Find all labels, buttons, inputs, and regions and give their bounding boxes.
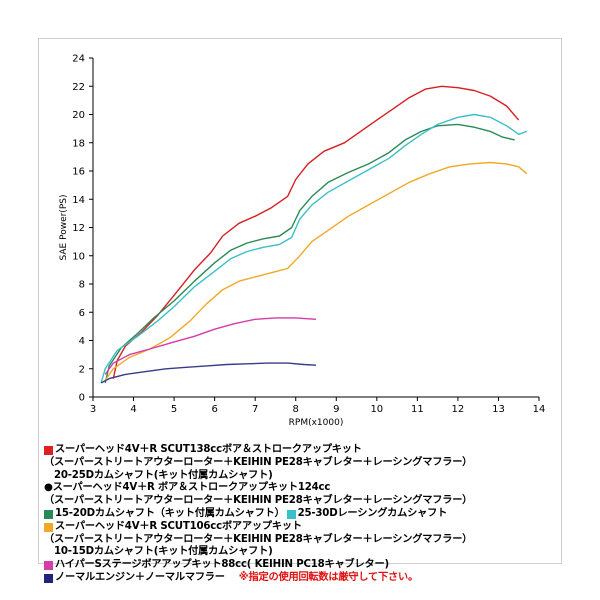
series-lines bbox=[100, 85, 528, 384]
legend-orange: スーパーヘッド4V＋R SCUT106ccボアアップキット bbox=[44, 521, 558, 534]
x-tick-label: 9 bbox=[333, 404, 339, 415]
legend-black-sub1-text: （スーパーストリートアウターローター＋KEIHIN PE28キャブレター＋レーシ… bbox=[44, 495, 473, 507]
legend-cyan-swatch bbox=[286, 509, 296, 519]
legend-cyan-label: 25-30Dレーシングカムシャフト bbox=[297, 507, 448, 519]
x-tick-label: 13 bbox=[492, 404, 505, 415]
legend-orange-swatch bbox=[44, 522, 53, 532]
series-line-4 bbox=[104, 317, 317, 375]
x-tick-label: 4 bbox=[130, 404, 136, 415]
legend-red-sub1: （スーパーストリートアウターローター＋KEIHIN PE28キャブレター＋レーシ… bbox=[44, 457, 558, 470]
y-tick-label: 10 bbox=[72, 251, 85, 262]
legend-navy-swatch bbox=[44, 573, 53, 583]
x-tick-label: 8 bbox=[293, 404, 299, 415]
x-axis-label: RPM(x1000) bbox=[289, 418, 344, 428]
y-tick-label: 22 bbox=[72, 82, 85, 93]
legend-red-sub2: 20-25Dカムシャフト(キット付属カムシャフト) bbox=[44, 470, 558, 483]
legend-orange-title: スーパーヘッド4V＋R SCUT106ccボアアップキット bbox=[55, 520, 302, 532]
x-tick-label: 10 bbox=[370, 404, 383, 415]
x-tick-label: 14 bbox=[533, 404, 546, 415]
legend-magenta-label: ハイパーSステージボアアップキット88cc( KEIHIN PC18キャブレター… bbox=[55, 559, 389, 571]
y-axis-label: SAE Power(PS) bbox=[59, 195, 69, 261]
legend-magenta-swatch bbox=[44, 561, 53, 571]
y-tick-label: 14 bbox=[72, 195, 85, 206]
legend-navy-label: ノーマルエンジン＋ノーマルマフラー bbox=[55, 571, 225, 583]
series-line-1 bbox=[104, 123, 515, 384]
y-tick-label: 0 bbox=[79, 393, 85, 404]
y-tick-label: 24 bbox=[72, 54, 85, 65]
y-tick-label: 4 bbox=[79, 336, 85, 347]
legend-black-title: ●スーパーヘッド4V＋R ボア＆ストロークアップキット124cc bbox=[44, 482, 331, 494]
series-line-3 bbox=[104, 161, 528, 381]
legend-black-sub1: （スーパーストリートアウターローター＋KEIHIN PE28キャブレター＋レーシ… bbox=[44, 495, 558, 508]
series-line-2 bbox=[100, 113, 528, 384]
legend-red-swatch bbox=[44, 445, 53, 455]
x-tick-label: 6 bbox=[211, 404, 217, 415]
legend-orange-sub2-text: 10-15Dカムシャフト(キット付属カムシャフト) bbox=[54, 546, 273, 558]
x-tick-label: 7 bbox=[252, 404, 258, 415]
legend-orange-sub1-text: （スーパーストリートアウターローター＋KEIHIN PE28キャブレター＋レーシ… bbox=[44, 533, 473, 545]
y-tick-label: 16 bbox=[72, 167, 85, 178]
legend-green-cyan: 15-20Dカムシャフト（キット付属カムシャフト） 25-30Dレーシングカムシ… bbox=[44, 508, 558, 521]
y-tick-label: 6 bbox=[79, 308, 85, 319]
series-line-5 bbox=[100, 362, 317, 384]
legend-note: ※指定の使用回転数は厳守して下さい。 bbox=[238, 571, 418, 583]
legend: スーパーヘッド4V＋R SCUT138ccボア＆ストロークアップキット （スーパ… bbox=[44, 444, 558, 585]
x-tick-label: 11 bbox=[411, 404, 424, 415]
y-tick-label: 8 bbox=[79, 280, 85, 291]
x-tick-label: 5 bbox=[171, 404, 177, 415]
legend-green-label: 15-20Dカムシャフト（キット付属カムシャフト） bbox=[55, 507, 285, 519]
y-tick-label: 20 bbox=[72, 110, 85, 121]
series-line-0 bbox=[112, 85, 520, 379]
legend-navy: ノーマルエンジン＋ノーマルマフラー ※指定の使用回転数は厳守して下さい。 bbox=[44, 572, 558, 585]
legend-orange-sub1: （スーパーストリートアウターローター＋KEIHIN PE28キャブレター＋レーシ… bbox=[44, 534, 558, 547]
x-tick-label: 3 bbox=[90, 404, 96, 415]
legend-green-swatch bbox=[44, 509, 53, 519]
x-tick-label: 12 bbox=[452, 404, 465, 415]
legend-orange-sub2: 10-15Dカムシャフト(キット付属カムシャフト) bbox=[44, 546, 558, 559]
y-tick-label: 18 bbox=[72, 138, 85, 149]
y-tick-label: 2 bbox=[79, 364, 85, 375]
legend-red-sub1-text: （スーパーストリートアウターローター＋KEIHIN PE28キャブレター＋レーシ… bbox=[44, 456, 473, 468]
chart-frame bbox=[38, 38, 562, 564]
legend-red: スーパーヘッド4V＋R SCUT138ccボア＆ストロークアップキット bbox=[44, 444, 558, 457]
y-tick-label: 12 bbox=[72, 223, 85, 234]
legend-red-sub2-text: 20-25Dカムシャフト(キット付属カムシャフト) bbox=[54, 469, 273, 481]
legend-black: ●スーパーヘッド4V＋R ボア＆ストロークアップキット124cc bbox=[44, 482, 558, 495]
legend-magenta: ハイパーSステージボアアップキット88cc( KEIHIN PC18キャブレター… bbox=[44, 559, 558, 572]
legend-red-title: スーパーヘッド4V＋R SCUT138ccボア＆ストロークアップキット bbox=[55, 444, 362, 455]
